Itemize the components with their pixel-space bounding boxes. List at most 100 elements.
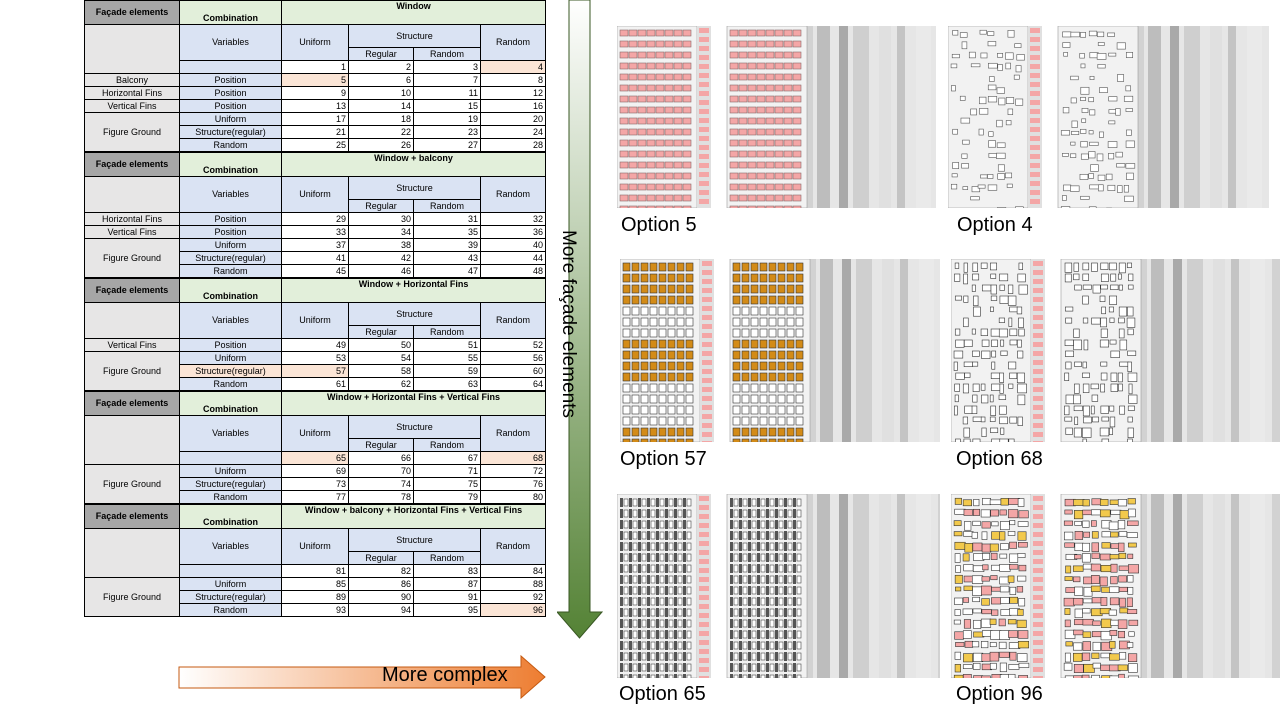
- window: [1118, 262, 1126, 274]
- core-balcony: [1033, 279, 1043, 284]
- window: [641, 608, 647, 617]
- facade-element: [980, 618, 992, 628]
- core-balcony: [702, 342, 712, 347]
- balcony: [664, 139, 674, 147]
- vertical-fin: [739, 619, 742, 628]
- table-cell: 26: [348, 138, 414, 152]
- balcony: [682, 194, 692, 202]
- vertical-fin: [656, 663, 659, 672]
- window: [760, 630, 766, 639]
- facade-element: [1064, 652, 1071, 663]
- vertical-fin: [784, 608, 787, 617]
- window: [732, 427, 741, 437]
- window: [961, 163, 969, 169]
- balcony: [682, 73, 692, 81]
- window: [759, 394, 768, 404]
- row-element: Vertical Fins: [84, 225, 180, 239]
- facade-element: [1091, 542, 1099, 552]
- balcony: [628, 172, 638, 180]
- facade-element: [973, 619, 982, 629]
- facade-element: [981, 521, 991, 529]
- window: [987, 174, 994, 179]
- balcony: [774, 161, 784, 169]
- table-cell: 90: [348, 590, 414, 604]
- window: [686, 674, 692, 678]
- table-cell: 19: [413, 112, 481, 126]
- facade-element: [1074, 531, 1084, 540]
- balcony: [664, 128, 674, 136]
- balcony: [792, 161, 802, 169]
- balcony: [655, 150, 665, 158]
- window: [951, 173, 958, 178]
- window: [686, 597, 692, 606]
- balcony: [747, 128, 757, 136]
- window: [622, 438, 631, 442]
- window: [777, 394, 786, 404]
- window: [996, 87, 1005, 94]
- window: [778, 553, 784, 562]
- balcony: [619, 106, 629, 114]
- core-balcony: [1033, 351, 1043, 356]
- window: [795, 372, 804, 382]
- window: [1125, 140, 1135, 148]
- window: [972, 383, 980, 392]
- window: [1082, 438, 1087, 442]
- window: [973, 295, 979, 307]
- window: [641, 564, 647, 573]
- vertical-fin: [730, 542, 733, 551]
- window: [950, 63, 958, 69]
- facade-element: [1016, 619, 1027, 628]
- core-balcony: [699, 136, 709, 141]
- vertical-fin: [620, 674, 623, 678]
- random-sub-header: Random: [413, 438, 481, 452]
- window: [796, 652, 802, 661]
- core-balcony: [699, 577, 709, 582]
- window: [760, 674, 766, 678]
- facade-element: [1008, 664, 1020, 670]
- window: [659, 663, 665, 672]
- window: [1109, 317, 1115, 323]
- vertical-fin: [620, 608, 623, 617]
- window: [750, 416, 759, 426]
- window: [1099, 131, 1104, 138]
- tower-pilaster: [842, 259, 851, 442]
- facade-element: [1064, 509, 1073, 515]
- window: [659, 652, 665, 661]
- window: [1123, 95, 1134, 102]
- window: [1125, 163, 1136, 169]
- window: [732, 372, 741, 382]
- window: [972, 262, 978, 272]
- facade-element: [1091, 631, 1102, 638]
- vertical-fin: [656, 531, 659, 540]
- facade-element: [1072, 565, 1084, 572]
- core-balcony: [699, 622, 709, 627]
- window: [623, 542, 629, 551]
- window: [641, 553, 647, 562]
- window: [751, 597, 757, 606]
- facade-element: [998, 618, 1006, 627]
- row-combination: Random: [179, 377, 282, 391]
- table-cell: 14: [348, 99, 414, 113]
- window: [795, 306, 804, 316]
- window: [759, 438, 768, 442]
- window: [990, 273, 997, 279]
- window: [1097, 64, 1106, 69]
- core-balcony: [699, 613, 709, 618]
- window: [750, 361, 759, 371]
- window: [760, 608, 766, 617]
- vertical-fin: [766, 575, 769, 584]
- balcony: [774, 106, 784, 114]
- vertical-fin: [674, 663, 677, 672]
- window: [760, 652, 766, 661]
- window: [787, 498, 793, 507]
- window: [1009, 328, 1018, 337]
- facade-element: [1082, 542, 1090, 552]
- window: [741, 273, 750, 283]
- vertical-fin: [647, 498, 650, 507]
- window: [658, 339, 667, 349]
- window: [742, 652, 748, 661]
- section-title: Window + balcony: [281, 152, 546, 177]
- vertical-fin: [656, 564, 659, 573]
- window: [685, 317, 694, 327]
- balcony: [682, 205, 692, 208]
